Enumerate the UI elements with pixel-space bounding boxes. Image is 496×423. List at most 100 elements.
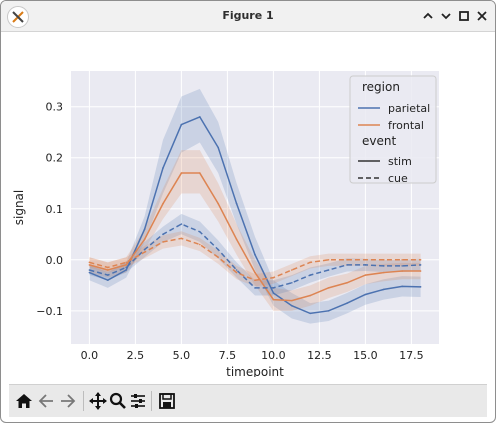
data-point-frontal-stim (383, 271, 385, 274)
data-point-frontal-stim (143, 238, 146, 241)
data-point-parietal-cue (199, 230, 201, 233)
home-button[interactable] (13, 390, 35, 412)
configure-subplots-button[interactable] (127, 390, 149, 412)
x-tick-label: 7.5 (219, 349, 237, 362)
x-tick-label: 0.0 (81, 349, 99, 362)
data-point-parietal-stim (383, 288, 385, 291)
data-point-frontal-stim (199, 172, 201, 174)
data-point-frontal-stim (327, 287, 330, 289)
chevron-up-icon (423, 12, 433, 19)
data-point-frontal-stim (235, 238, 238, 241)
data-point-frontal-stim (88, 264, 91, 266)
configure-subplots-icon (131, 394, 145, 408)
y-tick-label: 0.2 (46, 152, 64, 165)
chevron-down-icon (441, 13, 451, 20)
data-point-parietal-cue (180, 223, 183, 225)
data-point-frontal-cue (235, 271, 238, 274)
data-point-frontal-cue (309, 261, 312, 264)
data-point-parietal-stim (217, 146, 219, 149)
figure-canvas[interactable]: 0.0 2.5 5.0 7.5 10.0 12.5 15.0 17.5 −0.1 0.0 0.1 0.… (9, 32, 487, 379)
legend-style-title: event (362, 134, 396, 148)
data-point-frontal-stim (125, 264, 127, 266)
line-chart: 0.0 2.5 5.0 7.5 10.0 12.5 15.0 17.5 −0.1 0.0 0.1 0.… (12, 71, 439, 379)
data-point-parietal-cue (125, 266, 127, 269)
data-point-frontal-cue (327, 259, 330, 261)
back-button[interactable] (35, 390, 57, 412)
data-point-parietal-stim (346, 302, 348, 304)
legend-label-frontal: frontal (388, 119, 424, 132)
data-point-parietal-stim (235, 202, 238, 205)
data-point-frontal-cue (162, 241, 164, 243)
data-point-parietal-stim (199, 116, 201, 118)
data-point-frontal-stim (419, 270, 422, 272)
close-window-button[interactable] (473, 7, 491, 25)
data-point-frontal-cue (401, 259, 404, 261)
data-point-parietal-cue (254, 287, 256, 289)
y-tick-label: −0.1 (36, 305, 63, 318)
ci-band-parietal-cue (89, 213, 421, 296)
save-button[interactable] (156, 390, 178, 412)
axis-ticks: 0.0 2.5 5.0 7.5 10.0 12.5 15.0 17.5 −0.1 0.0 0.1 0.… (36, 101, 423, 362)
legend: region parietal frontal event stim cue (349, 75, 437, 185)
data-point-frontal-cue (419, 259, 422, 261)
data-point-frontal-cue (199, 243, 201, 246)
legend-hue-title: region (362, 80, 400, 94)
data-point-frontal-cue (272, 276, 275, 279)
x-tick-label: 5.0 (173, 349, 191, 362)
data-point-parietal-stim (272, 292, 275, 294)
data-point-frontal-cue (143, 251, 146, 253)
data-point-frontal-cue (217, 256, 219, 259)
data-point-frontal-stim (162, 202, 164, 205)
y-tick-label: 0.0 (46, 254, 64, 267)
data-point-parietal-cue (291, 281, 293, 284)
data-point-parietal-stim (401, 285, 404, 288)
data-point-parietal-cue (327, 269, 330, 271)
legend-frame (349, 75, 437, 184)
series-lines (88, 115, 422, 315)
data-point-frontal-stim (180, 172, 183, 174)
data-point-frontal-stim (291, 299, 293, 302)
data-point-frontal-cue (364, 259, 367, 261)
data-point-frontal-cue (107, 266, 109, 269)
data-point-parietal-cue (88, 269, 91, 271)
data-point-parietal-stim (180, 123, 183, 126)
data-point-parietal-cue (401, 265, 404, 267)
home-icon (16, 394, 32, 408)
data-point-frontal-stim (272, 298, 275, 301)
close-icon (477, 11, 487, 21)
data-point-parietal-cue (272, 287, 275, 289)
maximize-window-button[interactable] (455, 7, 473, 25)
forward-button[interactable] (57, 390, 79, 412)
data-point-frontal-stim (364, 274, 367, 276)
x-tick-label: 10.0 (261, 349, 286, 362)
data-point-parietal-cue (419, 264, 422, 266)
legend-label-parietal: parietal (388, 102, 430, 115)
title-bar: Figure 1 (1, 1, 495, 32)
pan-button[interactable] (87, 390, 109, 412)
x-tick-label: 17.5 (399, 349, 424, 362)
data-point-frontal-stim (401, 270, 404, 272)
zoom-button[interactable] (107, 390, 129, 412)
data-point-frontal-cue (346, 259, 348, 261)
data-point-frontal-cue (125, 261, 127, 264)
iconify-window-button[interactable] (437, 7, 455, 25)
data-point-frontal-cue (291, 269, 293, 271)
app-icon (7, 6, 29, 28)
minimize-window-button[interactable] (419, 7, 437, 25)
data-point-parietal-stim (143, 228, 146, 230)
data-point-parietal-stim (107, 279, 109, 282)
data-point-parietal-stim (162, 167, 164, 169)
data-point-parietal-cue (235, 269, 238, 271)
data-point-parietal-cue (346, 264, 348, 266)
data-point-parietal-cue (217, 248, 219, 251)
x-axis-label: timepoint (226, 365, 284, 377)
back-icon (38, 394, 53, 408)
window-title: Figure 1 (222, 9, 274, 22)
y-axis-label: signal (12, 190, 26, 226)
x-tick-label: 2.5 (127, 349, 145, 362)
data-point-frontal-stim (217, 202, 219, 205)
data-point-frontal-cue (180, 237, 183, 240)
data-point-parietal-stim (327, 310, 330, 312)
data-point-frontal-stim (346, 281, 348, 284)
toolbar-separator (83, 391, 84, 411)
